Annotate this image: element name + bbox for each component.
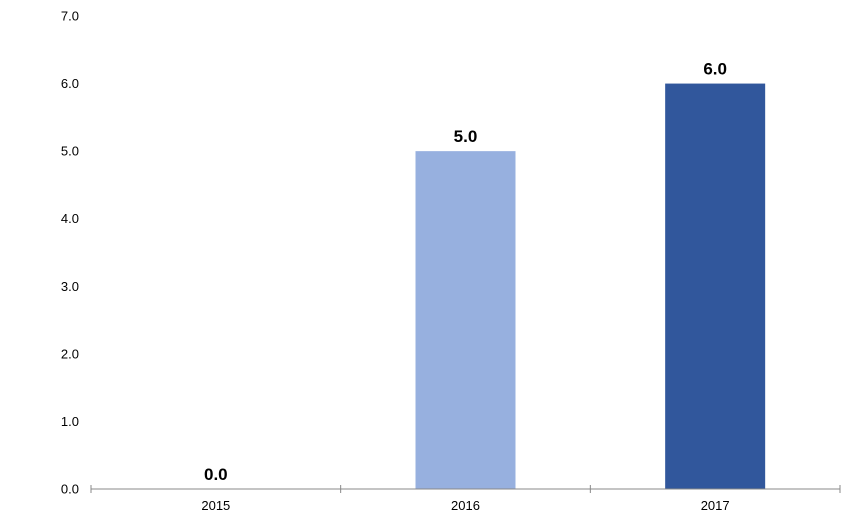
y-tick-label: 1.0 [61,414,79,429]
x-axis [90,485,841,493]
y-tick-label: 4.0 [61,211,79,226]
x-tick-label: 2017 [701,498,730,513]
x-tick-label: 2015 [201,498,230,513]
y-tick-label: 3.0 [61,279,79,294]
y-tick-label: 0.0 [61,482,79,497]
y-tick-label: 6.0 [61,76,79,91]
data-labels: 0.0 5.0 6.0 [204,60,727,484]
data-label-2017: 6.0 [703,60,727,79]
x-axis-ticks: 2015 2016 2017 [201,498,729,513]
bars [415,83,766,490]
y-tick-label: 7.0 [61,9,79,24]
y-tick-label: 5.0 [61,144,79,159]
y-tick-label: 2.0 [61,346,79,361]
bar-2016 [415,151,516,489]
y-axis-ticks: 0.0 1.0 2.0 3.0 4.0 5.0 6.0 7.0 [61,9,79,497]
data-label-2016: 5.0 [454,127,478,146]
bar-2017 [665,83,766,490]
data-label-2015: 0.0 [204,465,228,484]
x-tick-label: 2016 [451,498,480,513]
